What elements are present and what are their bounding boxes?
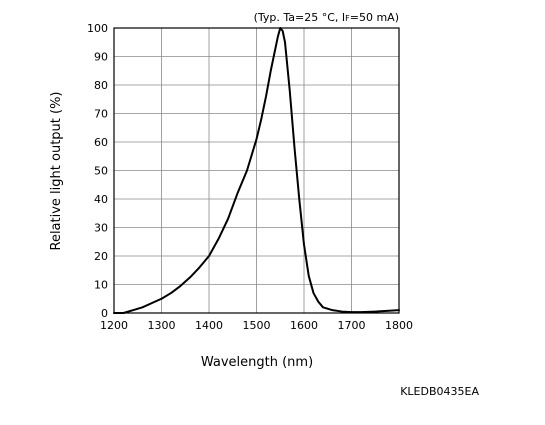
- annotation-prefix: (Typ. Ta=25 °C, I: [254, 11, 346, 24]
- annotation-suffix: =50 mA): [350, 11, 399, 24]
- y-tick-labels: 0 10 20 30 40 50 60 70 80 90 100: [87, 22, 108, 320]
- y-tick-label: 40: [94, 193, 108, 206]
- y-tick-label: 80: [94, 79, 108, 92]
- x-axis-title: Wavelength (nm): [201, 355, 313, 370]
- y-tick-label: 10: [94, 279, 108, 292]
- series-line: [113, 27, 400, 314]
- y-tick-label: 100: [87, 22, 108, 35]
- y-tick-label: 20: [94, 250, 108, 263]
- x-tick-label: 1400: [195, 319, 223, 332]
- grid-lines: [114, 28, 399, 313]
- annotation-subscript: F: [345, 14, 350, 23]
- y-tick-label: 60: [94, 136, 108, 149]
- y-axis-title: Relative light output (%): [49, 91, 64, 250]
- y-tick-label: 70: [94, 108, 108, 121]
- x-tick-label: 1800: [385, 319, 413, 332]
- x-tick-label: 1200: [100, 319, 128, 332]
- figure-code: KLEDB0435EA: [400, 385, 479, 398]
- y-tick-label: 50: [94, 165, 108, 178]
- x-tick-label: 1700: [338, 319, 366, 332]
- x-tick-label: 1600: [290, 319, 318, 332]
- x-tick-label: 1300: [148, 319, 176, 332]
- x-tick-label: 1500: [243, 319, 271, 332]
- y-tick-label: 30: [94, 222, 108, 235]
- plot-frame: [113, 27, 400, 314]
- conditions-annotation: (Typ. Ta=25 °C, IF=50 mA): [254, 11, 399, 24]
- y-tick-label: 0: [101, 307, 108, 320]
- x-tick-labels: 1200 1300 1400 1500 1600 1700 1800: [100, 319, 413, 332]
- y-tick-label: 90: [94, 51, 108, 64]
